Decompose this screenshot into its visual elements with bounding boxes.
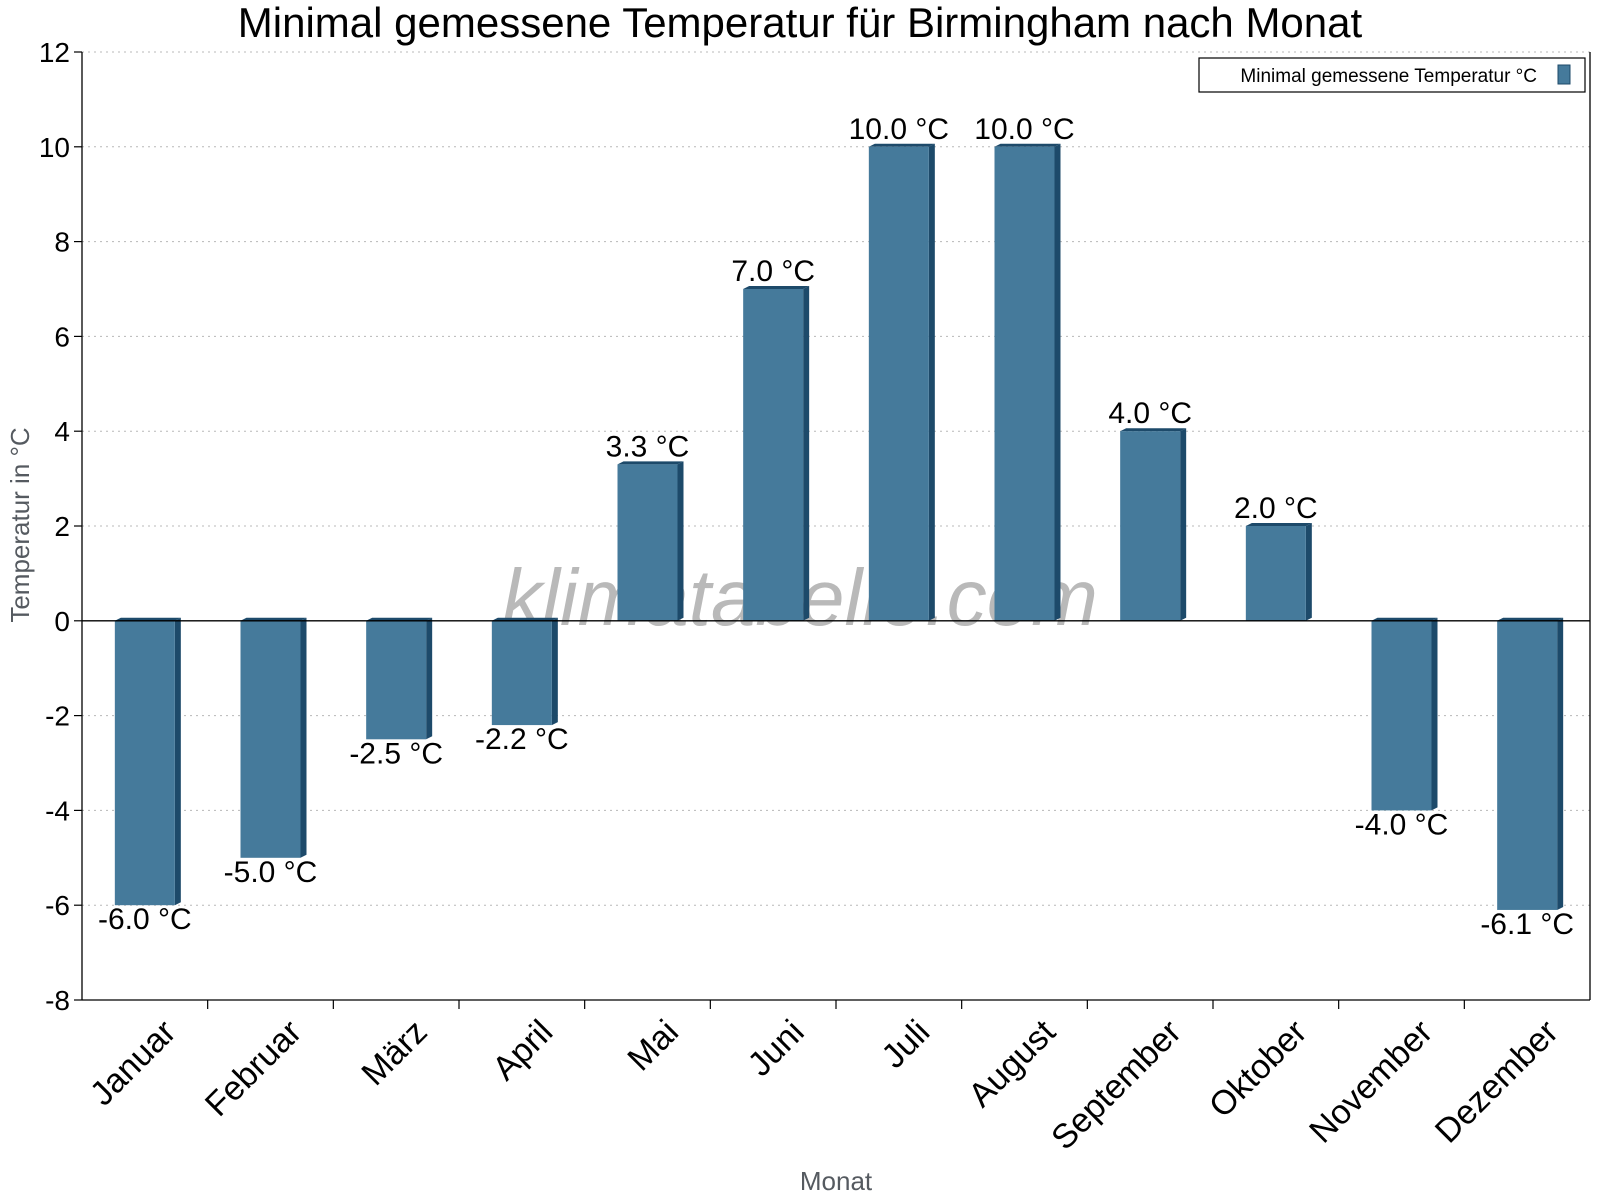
bar-top (994, 143, 1061, 147)
y-tick-label: 6 (54, 321, 70, 352)
y-axis-label: Temperatur in °C (5, 427, 35, 622)
data-label: -2.2 °C (475, 723, 569, 756)
bar-side (677, 461, 684, 621)
bar-top (617, 461, 684, 465)
x-tick-label: August (961, 1012, 1063, 1114)
y-tick-label: 2 (54, 511, 70, 542)
bar-side (1557, 617, 1564, 910)
x-tick-label: Januar (83, 1013, 183, 1113)
y-tick-label: 0 (54, 606, 70, 637)
y-tick-label: 4 (54, 416, 70, 447)
data-label: -4.0 °C (1355, 808, 1449, 841)
data-label: 3.3 °C (606, 430, 690, 463)
x-tick-label: Oktober (1202, 1013, 1314, 1125)
y-tick-label: -8 (45, 985, 70, 1016)
bar (114, 620, 175, 906)
bar (1120, 431, 1181, 621)
data-labels: -6.0 °C -5.0 °C -2.5 °C -2.2 °C 3.3 °C 7.0 °C… (98, 113, 1574, 941)
bar-top (366, 617, 433, 621)
x-tick-label: September (1044, 1013, 1188, 1157)
bar-side (426, 617, 433, 740)
y-tick-label: -4 (45, 795, 70, 826)
legend-swatch (1557, 64, 1571, 85)
y-tick-label: -6 (45, 890, 70, 921)
bar (1497, 620, 1558, 910)
bar-side (803, 286, 810, 621)
bar-side (174, 617, 181, 906)
bar-top (1120, 428, 1187, 432)
data-label: 10.0 °C (849, 113, 949, 146)
bar (366, 620, 427, 740)
bar (868, 146, 929, 621)
y-tick-label: 10 (39, 132, 70, 163)
bar-top (868, 143, 935, 147)
bar-top (240, 617, 307, 621)
bar-top (491, 617, 558, 621)
chart-title: Minimal gemessene Temperatur für Birming… (238, 0, 1363, 46)
bar (994, 146, 1055, 621)
y-tick-label: 12 (39, 37, 70, 68)
data-label: 2.0 °C (1234, 492, 1318, 525)
bar (491, 620, 552, 726)
x-tick-label: März (354, 1013, 434, 1093)
bar (1245, 526, 1306, 621)
bar (1371, 620, 1432, 811)
data-label: 7.0 °C (731, 255, 815, 288)
data-label: -5.0 °C (224, 856, 318, 889)
bar-side (1431, 617, 1438, 811)
x-tick-label: Juli (874, 1013, 937, 1076)
y-tick-label: -2 (45, 701, 70, 732)
x-tick-label: November (1302, 1013, 1440, 1151)
data-label: 10.0 °C (974, 113, 1074, 146)
bars (114, 143, 1564, 910)
y-tick-label: 8 (54, 227, 70, 258)
data-label: -6.0 °C (98, 903, 192, 936)
x-tick-label: April (485, 1013, 560, 1088)
bar-side (1054, 143, 1061, 621)
bar-top (1497, 617, 1564, 621)
x-axis-label: Monat (800, 1166, 873, 1196)
data-label: -6.1 °C (1480, 908, 1574, 941)
x-tick-label: Dezember (1428, 1013, 1566, 1151)
data-label: 4.0 °C (1108, 397, 1192, 430)
bar-top (114, 617, 181, 621)
data-label: -2.5 °C (349, 737, 443, 770)
bar (743, 289, 804, 621)
legend: Minimal gemessene Temperatur °C (1198, 57, 1586, 93)
bar-top (1371, 617, 1438, 621)
bar-side (551, 617, 558, 726)
bar (617, 464, 678, 621)
bar-top (743, 286, 810, 289)
bar-side (1305, 523, 1312, 621)
bar (240, 620, 301, 858)
bar-top (1245, 523, 1312, 526)
bar-side (1180, 428, 1187, 621)
bar-side (928, 143, 935, 621)
x-tick-label: Februar (198, 1013, 309, 1124)
x-tick-label: Juni (741, 1013, 812, 1084)
legend-label: Minimal gemessene Temperatur °C (1240, 66, 1537, 87)
x-tick-label: Mai (620, 1013, 686, 1079)
bar-side (300, 617, 307, 858)
legend-box (1198, 57, 1586, 93)
